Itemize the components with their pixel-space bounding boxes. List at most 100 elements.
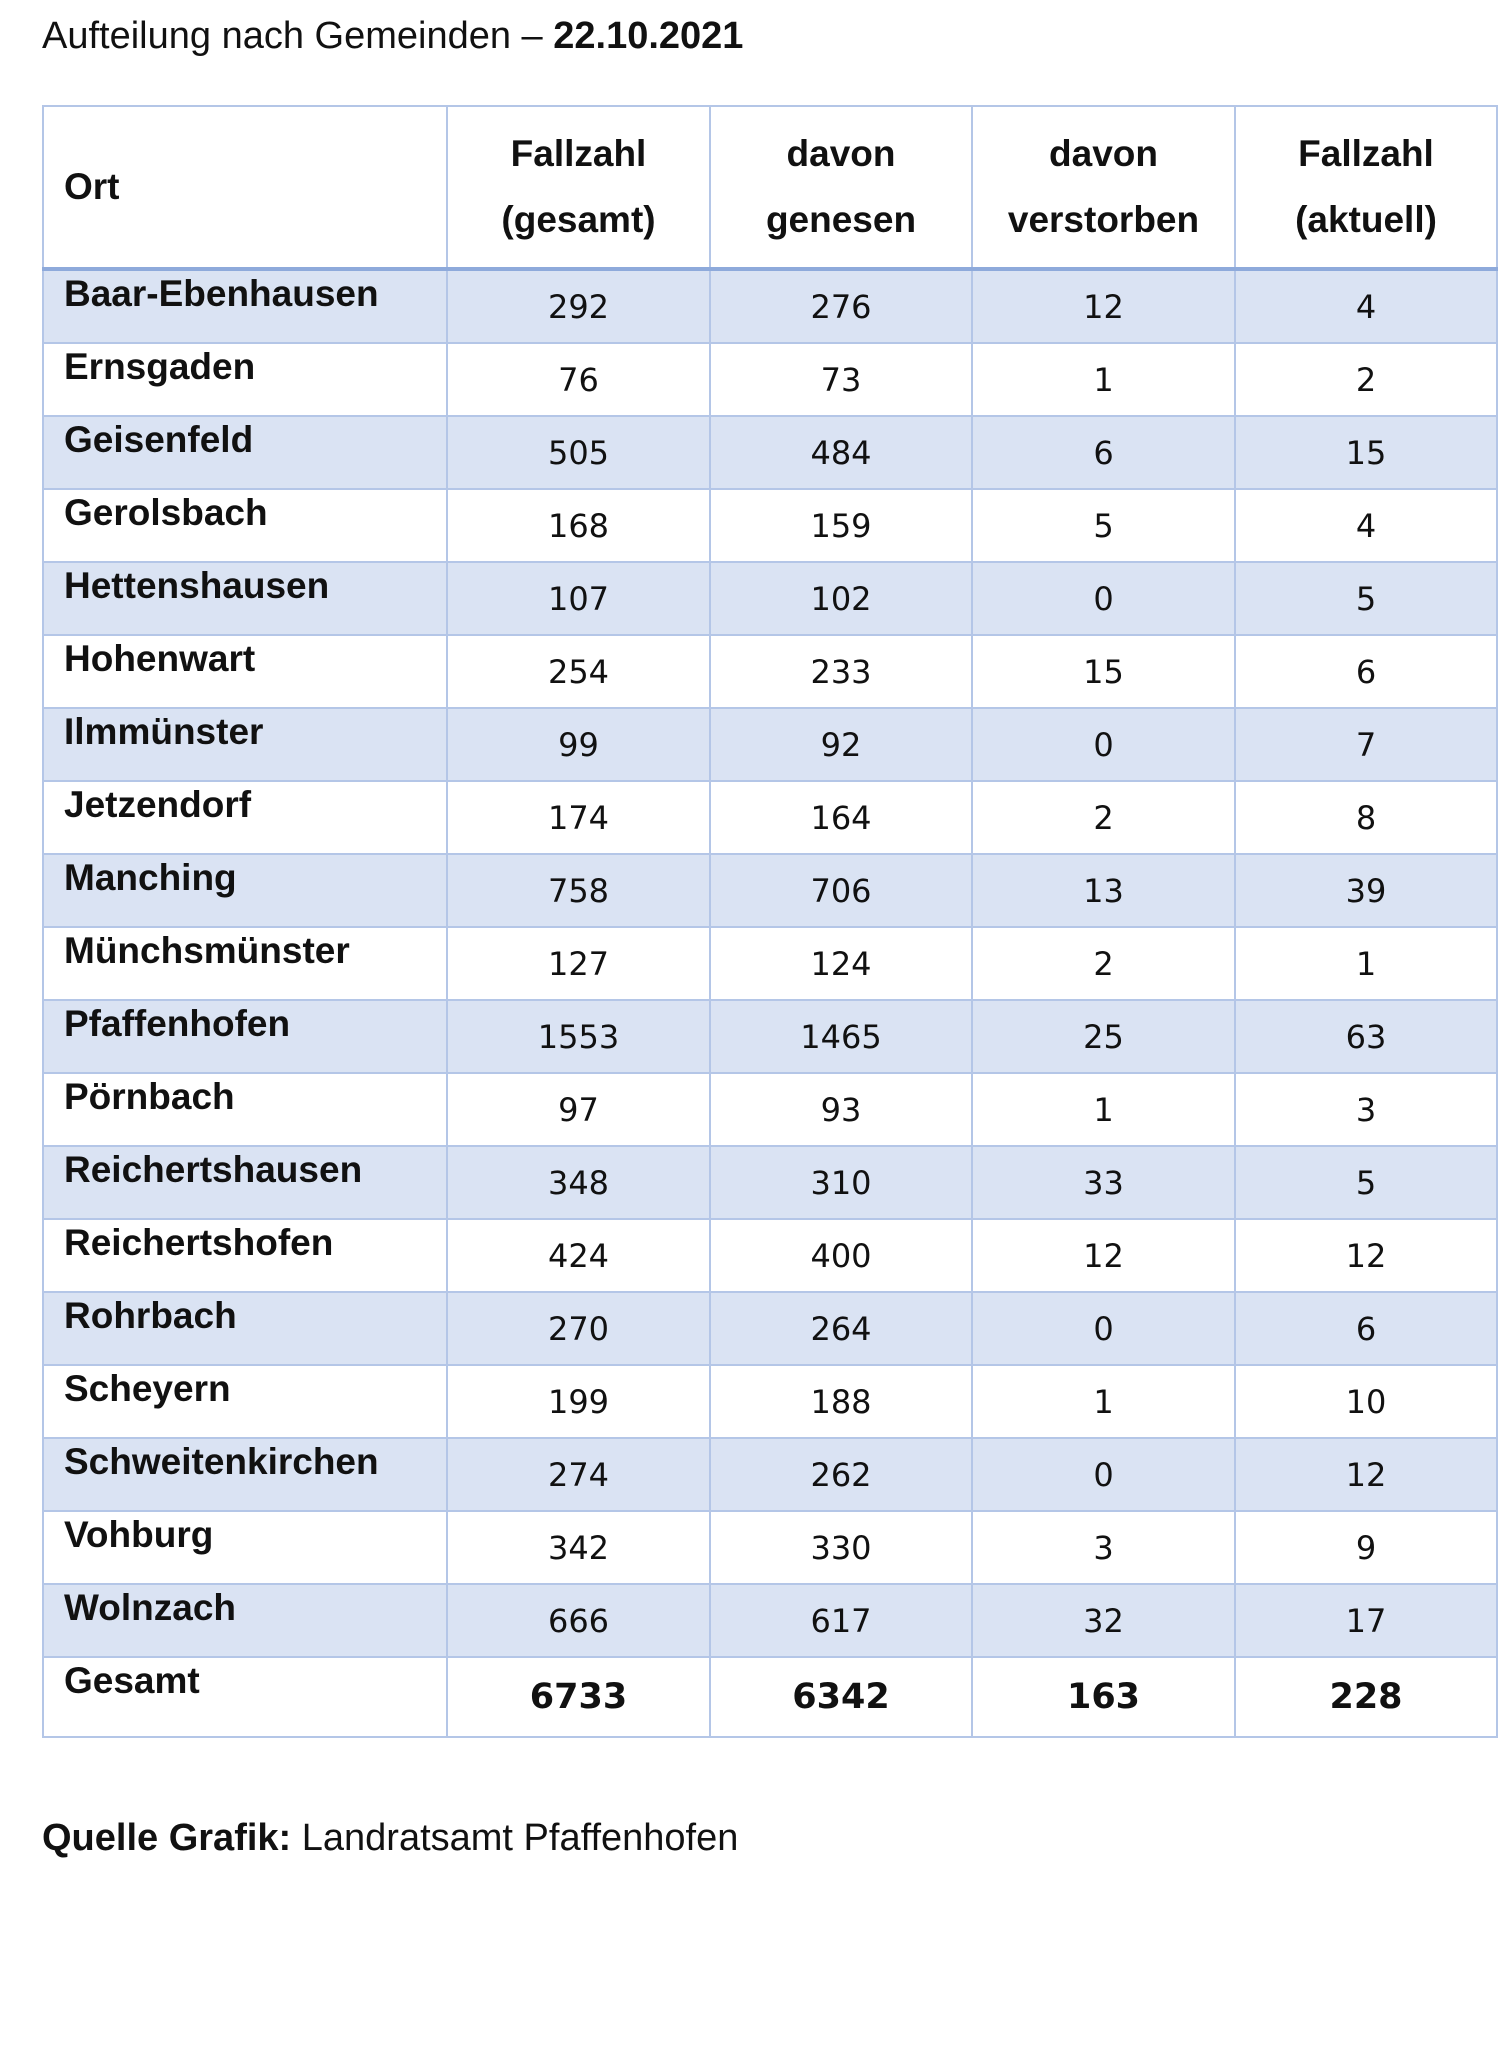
cell-ort: Wolnzach [42, 1583, 448, 1658]
cell-gesamt: 168 [446, 488, 711, 563]
table-row: Reichertshausen 348 310 33 5 [42, 1145, 1498, 1220]
header-fallzahl-gesamt: Fallzahl (gesamt) [446, 105, 711, 271]
cell-genesen: 706 [709, 853, 973, 928]
cell-aktuell: 2 [1234, 342, 1498, 417]
table-row: Jetzendorf 174 164 2 8 [42, 780, 1498, 855]
source-text: Landratsamt Pfaffenhofen [291, 1817, 739, 1859]
cell-ort: Jetzendorf [42, 780, 448, 855]
table-total-row: Gesamt 6733 6342 163 228 [42, 1656, 1498, 1738]
cell-verstorben: 12 [971, 268, 1236, 344]
header-line-2: genesen [765, 199, 917, 240]
cell-aktuell: 17 [1234, 1583, 1498, 1658]
cell-genesen: 1465 [709, 999, 973, 1074]
table-row: Hettenshausen 107 102 0 5 [42, 561, 1498, 636]
table-row: Rohrbach 270 264 0 6 [42, 1291, 1498, 1366]
cell-ort: Schweitenkirchen [42, 1437, 448, 1512]
cell-verstorben: 0 [971, 1291, 1236, 1366]
cell-ort: Gerolsbach [42, 488, 448, 563]
cell-aktuell: 4 [1234, 268, 1498, 344]
cell-gesamt: 274 [446, 1437, 711, 1512]
cell-ort: Pörnbach [42, 1072, 448, 1147]
cell-verstorben: 3 [971, 1510, 1236, 1585]
cell-aktuell: 3 [1234, 1072, 1498, 1147]
table-row: Reichertshofen 424 400 12 12 [42, 1218, 1498, 1293]
table-row: Vohburg 342 330 3 9 [42, 1510, 1498, 1585]
cell-genesen: 124 [709, 926, 973, 1001]
cell-genesen: 102 [709, 561, 973, 636]
cell-verstorben: 33 [971, 1145, 1236, 1220]
cell-verstorben: 15 [971, 634, 1236, 709]
cell-genesen: 262 [709, 1437, 973, 1512]
cell-genesen: 276 [709, 268, 973, 344]
cell-verstorben: 2 [971, 780, 1236, 855]
cell-verstorben: 0 [971, 561, 1236, 636]
table-row: Ernsgaden 76 73 1 2 [42, 342, 1498, 417]
header-fallzahl-aktuell: Fallzahl (aktuell) [1234, 105, 1498, 271]
cell-ort: Reichertshofen [42, 1218, 448, 1293]
cell-ort: Hohenwart [42, 634, 448, 709]
table-row: Manching 758 706 13 39 [42, 853, 1498, 928]
cell-gesamt: 1553 [446, 999, 711, 1074]
cell-ort: Münchsmünster [42, 926, 448, 1001]
cell-verstorben: 32 [971, 1583, 1236, 1658]
header-ort-line-1: Ort [64, 166, 120, 207]
total-cell-aktuell: 228 [1234, 1656, 1498, 1738]
cell-genesen: 233 [709, 634, 973, 709]
header-line-1: Fallzahl [1298, 133, 1434, 174]
cell-genesen: 164 [709, 780, 973, 855]
cell-genesen: 400 [709, 1218, 973, 1293]
cell-aktuell: 8 [1234, 780, 1498, 855]
cell-gesamt: 254 [446, 634, 711, 709]
source-label: Quelle Grafik: [42, 1817, 292, 1859]
cell-ort: Baar-Ebenhausen [42, 268, 448, 344]
cell-aktuell: 7 [1234, 707, 1498, 782]
cell-ort: Reichertshausen [42, 1145, 448, 1220]
cell-gesamt: 97 [446, 1072, 711, 1147]
table-row: Wolnzach 666 617 32 17 [42, 1583, 1498, 1658]
heading-date: 22.10.2021 [553, 15, 744, 57]
page-heading: Aufteilung nach Gemeinden – 22.10.2021 [42, 10, 743, 62]
table-row: Pfaffenhofen 1553 1465 25 63 [42, 999, 1498, 1074]
table-row: Gerolsbach 168 159 5 4 [42, 488, 1498, 563]
table-row: Geisenfeld 505 484 6 15 [42, 415, 1498, 490]
cell-gesamt: 342 [446, 1510, 711, 1585]
cell-aktuell: 9 [1234, 1510, 1498, 1585]
cell-verstorben: 0 [971, 707, 1236, 782]
total-cell-genesen: 6342 [709, 1656, 973, 1738]
cell-aktuell: 5 [1234, 561, 1498, 636]
cell-genesen: 92 [709, 707, 973, 782]
cell-aktuell: 15 [1234, 415, 1498, 490]
header-line-1: Fallzahl [510, 133, 647, 174]
cell-aktuell: 6 [1234, 1291, 1498, 1366]
cell-ort: Manching [42, 853, 448, 928]
header-line-2: (aktuell) [1295, 199, 1437, 240]
cell-aktuell: 12 [1234, 1437, 1498, 1512]
cell-verstorben: 12 [971, 1218, 1236, 1293]
total-cell-verstorben: 163 [971, 1656, 1236, 1738]
source-note: Quelle Grafik: Landratsamt Pfaffenhofen [42, 1813, 738, 1863]
cell-ort: Ilmmünster [42, 707, 448, 782]
header-line-2: (gesamt) [501, 199, 656, 240]
cell-gesamt: 666 [446, 1583, 711, 1658]
cell-genesen: 484 [709, 415, 973, 490]
cell-gesamt: 270 [446, 1291, 711, 1366]
cell-gesamt: 127 [446, 926, 711, 1001]
table-row: Scheyern 199 188 1 10 [42, 1364, 1498, 1439]
cell-gesamt: 505 [446, 415, 711, 490]
cell-aktuell: 5 [1234, 1145, 1498, 1220]
cell-genesen: 330 [709, 1510, 973, 1585]
cell-verstorben: 5 [971, 488, 1236, 563]
header-ort: Ort [42, 105, 448, 271]
cell-genesen: 73 [709, 342, 973, 417]
cell-genesen: 617 [709, 1583, 973, 1658]
cell-ort: Rohrbach [42, 1291, 448, 1366]
table-row: Ilmmünster 99 92 0 7 [42, 707, 1498, 782]
table-row: Hohenwart 254 233 15 6 [42, 634, 1498, 709]
cell-aktuell: 4 [1234, 488, 1498, 563]
table-row: Schweitenkirchen 274 262 0 12 [42, 1437, 1498, 1512]
table-row: Baar-Ebenhausen 292 276 12 4 [42, 268, 1498, 344]
cell-gesamt: 758 [446, 853, 711, 928]
cell-ort: Pfaffenhofen [42, 999, 448, 1074]
cell-aktuell: 63 [1234, 999, 1498, 1074]
total-cell-gesamt: 6733 [446, 1656, 711, 1738]
